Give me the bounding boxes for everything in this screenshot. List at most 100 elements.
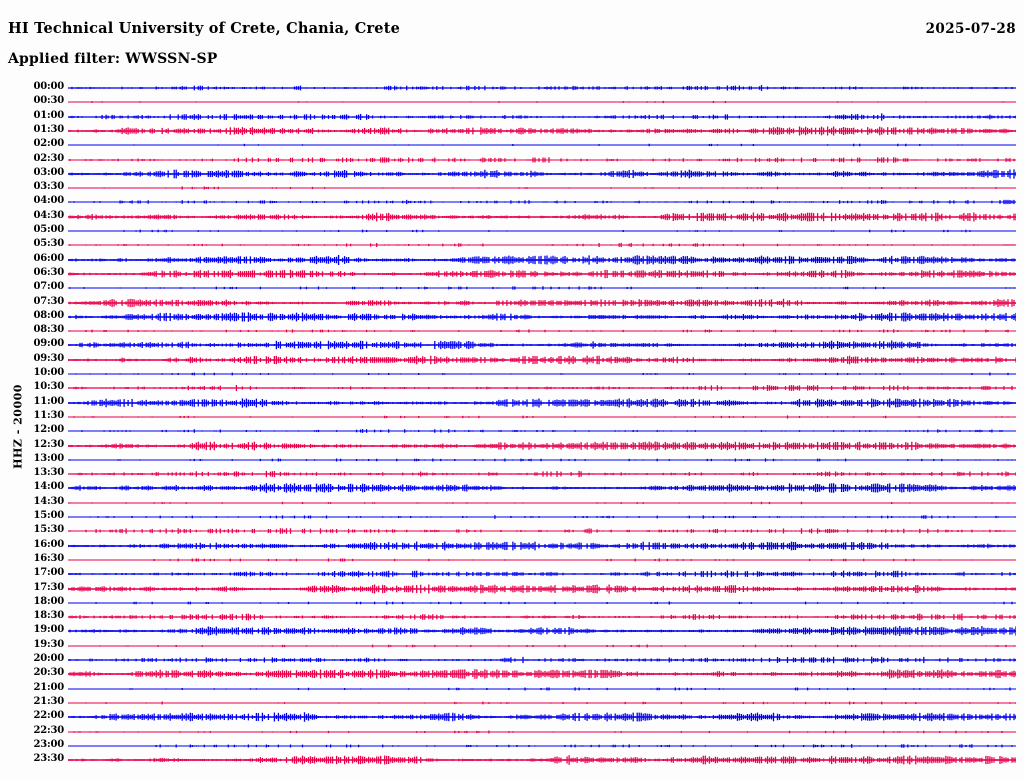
trace-row[interactable]: 07:30 <box>0 296 1024 310</box>
trace-waveform[interactable] <box>68 381 1016 395</box>
trace-waveform[interactable] <box>68 524 1016 538</box>
trace-time-label: 00:00 <box>33 81 64 92</box>
trace-row[interactable]: 00:30 <box>0 95 1024 109</box>
trace-waveform[interactable] <box>68 367 1016 381</box>
trace-row[interactable]: 23:00 <box>0 739 1024 753</box>
trace-waveform[interactable] <box>68 210 1016 224</box>
trace-waveform[interactable] <box>68 410 1016 424</box>
trace-row[interactable]: 22:30 <box>0 725 1024 739</box>
trace-row[interactable]: 15:00 <box>0 510 1024 524</box>
trace-waveform[interactable] <box>68 167 1016 181</box>
trace-row[interactable]: 13:30 <box>0 467 1024 481</box>
trace-waveform[interactable] <box>68 324 1016 338</box>
trace-row[interactable]: 17:00 <box>0 567 1024 581</box>
trace-waveform[interactable] <box>68 510 1016 524</box>
trace-row[interactable]: 06:30 <box>0 267 1024 281</box>
trace-waveform[interactable] <box>68 296 1016 310</box>
trace-waveform[interactable] <box>68 124 1016 138</box>
trace-row[interactable]: 14:30 <box>0 496 1024 510</box>
trace-waveform[interactable] <box>68 739 1016 753</box>
trace-waveform[interactable] <box>68 281 1016 295</box>
trace-waveform[interactable] <box>68 667 1016 681</box>
trace-row[interactable]: 11:30 <box>0 410 1024 424</box>
trace-row[interactable]: 02:00 <box>0 138 1024 152</box>
trace-row[interactable]: 02:30 <box>0 153 1024 167</box>
trace-row[interactable]: 14:00 <box>0 481 1024 495</box>
trace-row[interactable]: 03:00 <box>0 167 1024 181</box>
trace-waveform[interactable] <box>68 567 1016 581</box>
trace-waveform[interactable] <box>68 467 1016 481</box>
trace-waveform[interactable] <box>68 453 1016 467</box>
trace-waveform[interactable] <box>68 725 1016 739</box>
trace-waveform[interactable] <box>68 653 1016 667</box>
trace-row[interactable]: 20:00 <box>0 653 1024 667</box>
trace-waveform[interactable] <box>68 753 1016 767</box>
trace-waveform[interactable] <box>68 267 1016 281</box>
trace-waveform[interactable] <box>68 81 1016 95</box>
trace-row[interactable]: 09:30 <box>0 353 1024 367</box>
trace-waveform[interactable] <box>68 110 1016 124</box>
trace-row[interactable]: 23:30 <box>0 753 1024 767</box>
trace-time-label: 16:00 <box>33 538 64 550</box>
trace-row[interactable]: 20:30 <box>0 667 1024 681</box>
trace-row[interactable]: 06:00 <box>0 253 1024 267</box>
trace-waveform[interactable] <box>68 481 1016 495</box>
trace-waveform[interactable] <box>68 596 1016 610</box>
trace-waveform[interactable] <box>68 624 1016 638</box>
trace-row[interactable]: 04:30 <box>0 210 1024 224</box>
trace-row[interactable]: 15:30 <box>0 524 1024 538</box>
trace-waveform[interactable] <box>68 353 1016 367</box>
trace-waveform[interactable] <box>68 710 1016 724</box>
trace-waveform[interactable] <box>68 138 1016 152</box>
trace-waveform[interactable] <box>68 396 1016 410</box>
trace-time-label: 12:30 <box>33 438 64 450</box>
trace-row[interactable]: 22:00 <box>0 710 1024 724</box>
trace-waveform[interactable] <box>68 424 1016 438</box>
trace-row[interactable]: 21:30 <box>0 696 1024 710</box>
trace-waveform[interactable] <box>68 696 1016 710</box>
trace-waveform[interactable] <box>68 439 1016 453</box>
trace-row[interactable]: 17:30 <box>0 582 1024 596</box>
trace-row[interactable]: 12:30 <box>0 439 1024 453</box>
trace-waveform[interactable] <box>68 496 1016 510</box>
trace-row[interactable]: 21:00 <box>0 682 1024 696</box>
trace-waveform[interactable] <box>68 539 1016 553</box>
trace-waveform[interactable] <box>68 181 1016 195</box>
trace-row[interactable]: 11:00 <box>0 396 1024 410</box>
trace-row[interactable]: 01:00 <box>0 110 1024 124</box>
trace-row[interactable]: 08:00 <box>0 310 1024 324</box>
trace-time-label: 20:30 <box>33 667 64 679</box>
trace-row[interactable]: 09:00 <box>0 338 1024 352</box>
trace-waveform[interactable] <box>68 610 1016 624</box>
trace-row[interactable]: 18:00 <box>0 596 1024 610</box>
trace-row[interactable]: 05:00 <box>0 224 1024 238</box>
trace-waveform[interactable] <box>68 582 1016 596</box>
trace-waveform[interactable] <box>68 253 1016 267</box>
trace-row[interactable]: 08:30 <box>0 324 1024 338</box>
trace-waveform[interactable] <box>68 682 1016 696</box>
trace-row[interactable]: 18:30 <box>0 610 1024 624</box>
trace-row[interactable]: 01:30 <box>0 124 1024 138</box>
trace-row[interactable]: 03:30 <box>0 181 1024 195</box>
trace-waveform[interactable] <box>68 153 1016 167</box>
trace-row[interactable]: 12:00 <box>0 424 1024 438</box>
trace-row[interactable]: 04:00 <box>0 195 1024 209</box>
trace-waveform[interactable] <box>68 95 1016 109</box>
trace-waveform[interactable] <box>68 553 1016 567</box>
trace-waveform[interactable] <box>68 238 1016 252</box>
trace-row[interactable]: 16:00 <box>0 539 1024 553</box>
trace-row[interactable]: 13:00 <box>0 453 1024 467</box>
trace-row[interactable]: 19:30 <box>0 639 1024 653</box>
trace-waveform[interactable] <box>68 310 1016 324</box>
trace-waveform[interactable] <box>68 338 1016 352</box>
trace-row[interactable]: 16:30 <box>0 553 1024 567</box>
trace-waveform[interactable] <box>68 639 1016 653</box>
trace-row[interactable]: 19:00 <box>0 624 1024 638</box>
trace-row[interactable]: 07:00 <box>0 281 1024 295</box>
trace-waveform[interactable] <box>68 195 1016 209</box>
trace-row[interactable]: 00:00 <box>0 81 1024 95</box>
trace-row[interactable]: 10:30 <box>0 381 1024 395</box>
trace-row[interactable]: 10:00 <box>0 367 1024 381</box>
trace-row[interactable]: 05:30 <box>0 238 1024 252</box>
trace-waveform[interactable] <box>68 224 1016 238</box>
